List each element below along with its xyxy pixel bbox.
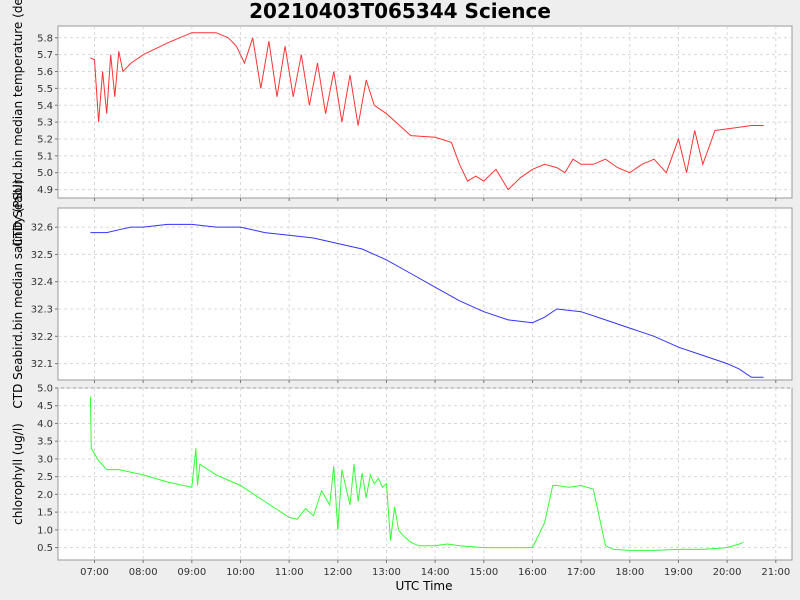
x-axis-label: UTC Time — [396, 579, 453, 593]
chart-panel-3: 07:00 08:00 09:00 10:00 11:00 12:00 13:00 14:00… — [11, 384, 793, 578]
x-tick-label: 20:00 — [713, 567, 742, 578]
x-tick-label: 11:00 — [275, 567, 304, 578]
y-tick-label: 5.1 — [37, 151, 53, 162]
y-tick-label: 4.5 — [37, 401, 53, 412]
y-tick-label: 3.5 — [37, 437, 53, 448]
y-tick-label: 5.7 — [37, 50, 53, 61]
y-tick-label: 5.8 — [37, 33, 53, 44]
plot-area — [57, 207, 793, 381]
x-tick-label: 18:00 — [615, 567, 644, 578]
y-tick-label: 32.3 — [31, 305, 53, 316]
x-tick-label: 08:00 — [129, 567, 158, 578]
y-tick-label: 2.0 — [37, 490, 53, 501]
chart-panels: 4.9 5.0 5.1 5.2 5.3 5.4 5.5 5.6 5.7 5.8 CTD Seabir… — [11, 0, 793, 578]
y-tick-label: 4.0 — [37, 419, 53, 430]
x-tick-label: 09:00 — [177, 567, 206, 578]
x-tick-label: 16:00 — [518, 567, 547, 578]
y-tick-label: 5.4 — [37, 101, 53, 112]
chart-title: 20210403T065344 Science — [249, 0, 551, 23]
y-axis-label: CTD Seabird.bin median salinity (PSU) — [11, 179, 25, 408]
y-tick-label: 32.6 — [31, 223, 53, 234]
x-tick-label: 10:00 — [226, 567, 255, 578]
y-tick-label: 2.5 — [37, 472, 53, 483]
x-tick-label: 19:00 — [664, 567, 693, 578]
x-tick-label: 14:00 — [421, 567, 450, 578]
x-tick-label: 15:00 — [469, 567, 498, 578]
y-tick-label: 5.0 — [37, 384, 53, 395]
y-tick-label: 32.5 — [31, 250, 53, 261]
series-line — [90, 32, 764, 191]
y-tick-label: 32.1 — [31, 359, 53, 370]
x-tick-label: 12:00 — [323, 567, 352, 578]
y-tick-label: 32.4 — [31, 277, 53, 288]
series-line — [89, 396, 744, 551]
chart-panel-1: 4.9 5.0 5.1 5.2 5.3 5.4 5.5 5.6 5.7 5.8 CTD Seabir… — [11, 0, 793, 247]
y-axis-label: chlorophyll (ug/l) — [11, 423, 25, 525]
y-tick-label: 1.0 — [37, 525, 53, 536]
x-tick-label: 13:00 — [372, 567, 401, 578]
y-tick-label: 5.5 — [37, 84, 53, 95]
y-tick-label: 5.0 — [37, 168, 53, 179]
y-tick-label: 5.6 — [37, 67, 53, 78]
x-tick-label: 21:00 — [761, 567, 790, 578]
chart-panel-2: 32.1 32.2 32.3 32.4 32.5 32.6 CTD Seabird.bin … — [11, 179, 793, 409]
x-tick-label: 07:00 — [80, 567, 109, 578]
y-tick-label: 5.3 — [37, 118, 53, 129]
y-axis-label: CTD Seabird.bin median temperature (degC… — [11, 0, 25, 247]
y-tick-label: 1.5 — [37, 508, 53, 519]
y-tick-label: 4.9 — [37, 185, 53, 196]
plot-area — [57, 25, 793, 199]
plot-area — [57, 387, 793, 561]
x-tick-label: 17:00 — [567, 567, 596, 578]
y-tick-label: 3.0 — [37, 454, 53, 465]
y-tick-label: 32.2 — [31, 332, 53, 343]
y-tick-label: 0.5 — [37, 543, 53, 554]
series-line — [90, 223, 764, 378]
y-tick-label: 5.2 — [37, 134, 53, 145]
